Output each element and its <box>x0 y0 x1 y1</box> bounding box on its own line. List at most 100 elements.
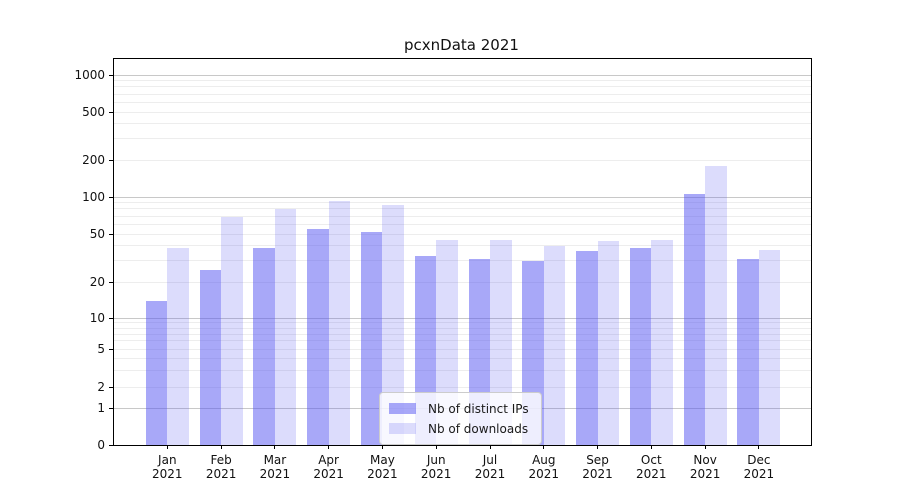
x-tick-mark <box>489 445 491 449</box>
x-tick-mark <box>381 445 383 449</box>
legend-item: Nb of distinct IPs <box>389 400 531 417</box>
x-tick-mark <box>274 445 276 449</box>
x-tick-mark <box>543 445 545 449</box>
gridline-minor <box>114 333 811 335</box>
gridline-minor <box>114 202 811 204</box>
bar <box>651 239 673 445</box>
x-tick-label: Mar 2021 <box>259 453 291 481</box>
legend-label: Nb of downloads <box>428 421 529 436</box>
bar <box>382 205 404 445</box>
x-tick-label: Nov 2021 <box>689 453 721 481</box>
x-tick-label: May 2021 <box>367 453 398 481</box>
bar <box>360 231 383 445</box>
gridline-minor <box>114 245 811 247</box>
gridline-minor <box>114 138 811 140</box>
gridline-minor <box>114 340 811 342</box>
y-tick-mark <box>109 111 114 113</box>
y-tick-label: 1 <box>97 401 105 415</box>
gridline-minor <box>114 215 811 217</box>
y-tick-mark <box>109 444 114 446</box>
gridline-minor <box>114 208 811 210</box>
bar <box>705 165 727 445</box>
gridline-minor <box>114 123 811 125</box>
y-tick-mark <box>109 348 114 350</box>
y-tick-label: 20 <box>89 275 105 289</box>
gridline-minor <box>114 386 811 388</box>
x-tick-mark <box>166 445 168 449</box>
bar <box>597 240 619 445</box>
chart-title: pcxnData 2021 <box>404 36 519 54</box>
y-tick-label: 5 <box>97 342 105 356</box>
y-tick-label: 2 <box>97 380 105 394</box>
gridline-major <box>114 74 811 76</box>
x-tick-mark <box>435 445 437 449</box>
bar <box>307 228 329 445</box>
bar <box>221 216 243 445</box>
bar <box>199 270 222 445</box>
y-tick-mark <box>109 386 114 388</box>
gridline-minor <box>114 80 811 82</box>
x-tick-mark <box>758 445 760 449</box>
bar <box>328 200 351 445</box>
y-tick-label: 0 <box>97 438 105 452</box>
gridline-minor <box>114 260 811 262</box>
x-tick-label: Sep 2021 <box>582 453 613 481</box>
bar <box>274 208 297 445</box>
bar <box>167 248 189 445</box>
bar <box>737 259 759 445</box>
y-tick-label: 500 <box>82 105 105 119</box>
gridline-minor <box>114 223 811 225</box>
gridline-minor <box>114 281 811 283</box>
y-tick-mark <box>109 196 114 198</box>
bar <box>683 194 706 445</box>
x-tick-label: Jan 2021 <box>152 453 183 481</box>
x-tick-label: Jun 2021 <box>420 453 452 481</box>
y-tick-mark <box>109 159 114 161</box>
gridline-minor <box>114 322 811 324</box>
legend-swatch-downloads <box>389 423 416 434</box>
plot-area: Nb of distinct IPs Nb of downloads 0 1 2 5 1… <box>74 58 812 481</box>
y-tick-mark <box>109 407 114 409</box>
x-tick-label: Apr 2021 <box>313 453 344 481</box>
gridline-minor <box>114 369 811 371</box>
gridline-minor <box>114 101 811 103</box>
legend-label: Nb of distinct IPs <box>428 401 529 416</box>
bar <box>629 248 652 445</box>
gridline-minor <box>114 233 811 235</box>
legend: Nb of distinct IPs Nb of downloads <box>379 392 542 445</box>
x-tick-label: Feb 2021 <box>205 453 237 481</box>
legend-item: Nb of downloads <box>389 420 531 437</box>
y-tick-label: 10 <box>89 311 105 325</box>
gridline-minor <box>114 159 811 161</box>
bar <box>758 249 781 445</box>
y-tick-mark <box>109 281 114 283</box>
x-tick-mark <box>328 445 330 449</box>
gridline-minor <box>114 327 811 329</box>
y-tick-label: 1000 <box>74 68 105 82</box>
y-tick-mark <box>109 233 114 235</box>
bar <box>543 245 566 445</box>
x-tick-label: Jul 2021 <box>474 453 506 481</box>
gridline-minor <box>114 93 811 95</box>
gridline-minor <box>114 111 811 113</box>
y-tick-mark <box>109 74 114 76</box>
x-tick-label: Oct 2021 <box>636 453 667 481</box>
gridline-minor <box>114 86 811 88</box>
gridline-major <box>114 317 811 319</box>
x-tick-mark <box>597 445 598 449</box>
y-tick-label: 100 <box>82 190 105 204</box>
x-tick-mark <box>650 445 652 449</box>
x-tick-mark <box>704 445 706 449</box>
gridline-minor <box>114 348 811 350</box>
x-tick-label: Aug 2021 <box>528 453 560 481</box>
x-tick-mark <box>220 445 222 449</box>
gridline-major <box>114 196 811 198</box>
bar <box>253 248 275 445</box>
y-tick-label: 50 <box>89 227 105 241</box>
y-tick-label: 200 <box>82 153 105 167</box>
gridline-minor <box>114 357 811 359</box>
bar <box>145 300 168 445</box>
y-tick-mark <box>109 317 114 319</box>
legend-swatch-distinct-ips <box>389 403 416 414</box>
